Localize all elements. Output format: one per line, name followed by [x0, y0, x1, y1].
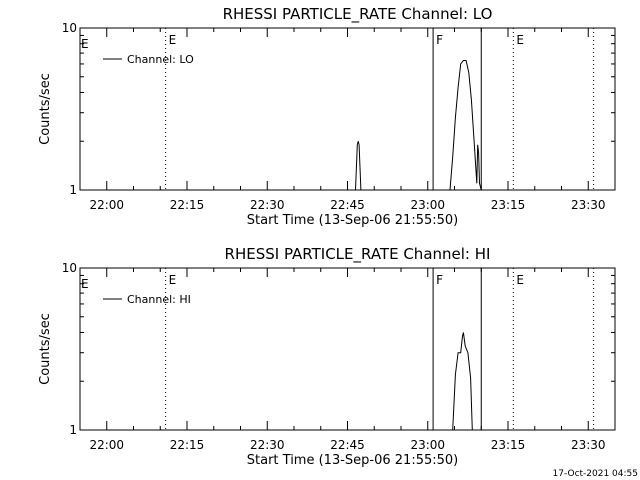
time-marker-label: E: [516, 273, 524, 287]
x-tick-label: 22:00: [89, 198, 124, 212]
time-marker-label-left: E: [81, 277, 89, 291]
x-tick-label: 23:30: [571, 438, 606, 452]
chart-title: RHESSI PARTICLE_RATE Channel: LO: [223, 5, 493, 24]
chart-panel-lo: RHESSI PARTICLE_RATE Channel: LO 1 10 22:00…: [38, 5, 616, 228]
x-tick-label: 22:45: [330, 438, 365, 452]
series-line: [452, 332, 473, 431]
time-marker-label: E: [169, 273, 177, 287]
chart-panel-hi: RHESSI PARTICLE_RATE Channel: HI 1 10 22:00…: [38, 245, 616, 468]
time-marker-label: E: [516, 33, 524, 47]
x-tick-label: 22:45: [330, 198, 365, 212]
x-tick-label: 22:30: [250, 198, 285, 212]
x-tick-label: 22:15: [170, 438, 205, 452]
time-marker-label: F: [436, 273, 443, 287]
y-axis-label: Counts/sec: [38, 73, 53, 145]
time-marker-label-left: E: [81, 37, 89, 51]
y-tick-label: 10: [62, 21, 77, 35]
x-tick-label: 23:15: [491, 438, 526, 452]
y-tick-label: 1: [69, 183, 77, 197]
x-tick-label: 22:15: [170, 198, 205, 212]
x-tick-label: 22:30: [250, 438, 285, 452]
y-axis-label: Counts/sec: [38, 313, 53, 385]
chart-title: RHESSI PARTICLE_RATE Channel: HI: [225, 245, 491, 264]
x-tick-label: 23:30: [571, 198, 606, 212]
y-tick-label: 1: [69, 423, 77, 437]
y-tick-label: 10: [62, 261, 77, 275]
series-line: [355, 60, 482, 191]
legend-entry: Channel: HI: [127, 293, 191, 306]
time-marker-label: F: [436, 33, 443, 47]
x-tick-label: 23:00: [410, 438, 445, 452]
legend-entry: Channel: LO: [127, 53, 194, 66]
x-axis-label: Start Time (13-Sep-06 21:55:50): [247, 213, 458, 228]
x-tick-label: 23:15: [491, 198, 526, 212]
timestamp-stamp: 17-Oct-2021 04:55: [553, 469, 638, 479]
x-tick-label: 22:00: [89, 438, 124, 452]
time-marker-label: E: [169, 33, 177, 47]
x-tick-label: 23:00: [410, 198, 445, 212]
x-axis-label: Start Time (13-Sep-06 21:55:50): [247, 453, 458, 468]
